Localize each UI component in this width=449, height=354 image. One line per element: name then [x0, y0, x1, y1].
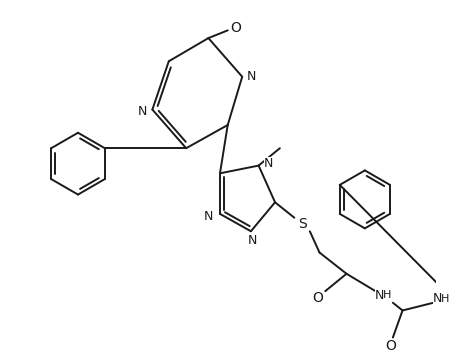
Text: H: H [383, 290, 391, 300]
Text: O: O [312, 291, 323, 305]
Text: N: N [374, 289, 384, 302]
Text: O: O [230, 22, 241, 35]
Text: N: N [138, 105, 147, 118]
Text: S: S [298, 217, 307, 230]
Text: H: H [441, 294, 449, 304]
Text: N: N [248, 234, 258, 247]
Text: N: N [264, 157, 273, 170]
Text: N: N [204, 210, 213, 223]
Text: N: N [433, 292, 442, 306]
Text: N: N [247, 70, 256, 83]
Text: O: O [386, 339, 396, 353]
